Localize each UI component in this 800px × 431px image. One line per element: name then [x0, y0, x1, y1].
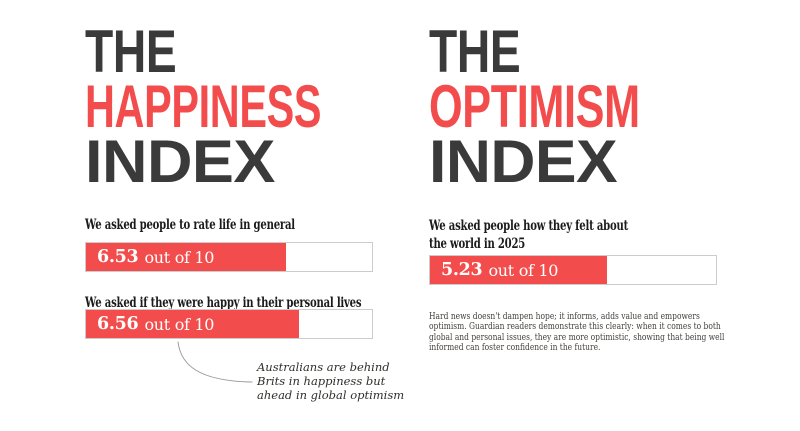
happiness-title-line-the: THE — [85, 18, 177, 85]
happiness-question-1: We asked people to rate life in general — [85, 217, 295, 233]
annotation-curve-line — [177, 341, 253, 383]
happiness-title-line-happiness: HAPPINESS — [85, 73, 322, 140]
happiness-bar-1: 6.53 out of 10 — [85, 242, 373, 272]
happiness-bar-1-value: 6.53 — [97, 247, 139, 267]
optimism-title: THE OPTIMISM INDEX — [429, 18, 722, 192]
happiness-bar-2-value: 6.56 — [97, 314, 139, 334]
optimism-title-line-the: THE — [429, 18, 521, 85]
optimism-title-line-optimism: OPTIMISM — [429, 73, 640, 140]
optimism-footnote: Hard news doesn't dampen hope; it inform… — [429, 312, 725, 354]
happiness-title: THE HAPPINESS INDEX — [85, 18, 427, 192]
happiness-bar-2-suffix: out of 10 — [144, 314, 215, 334]
happiness-annotation: Australians are behind Brits in happines… — [257, 360, 405, 402]
happiness-bar-2-fill: 6.56 out of 10 — [86, 310, 300, 338]
happiness-bar-2: 6.56 out of 10 — [85, 309, 373, 339]
optimism-question: We asked people how they felt about the … — [429, 218, 629, 252]
happiness-question-2: We asked if they were happy in their per… — [85, 295, 362, 311]
optimism-bar-fill: 5.23 out of 10 — [430, 256, 608, 284]
happiness-title-line-index: INDEX — [85, 128, 275, 195]
happiness-bar-1-fill: 6.53 out of 10 — [86, 243, 287, 271]
optimism-title-line-index: INDEX — [429, 128, 618, 195]
optimism-bar: 5.23 out of 10 — [429, 255, 717, 285]
optimism-bar-suffix: out of 10 — [488, 260, 559, 280]
optimism-bar-value: 5.23 — [441, 260, 483, 280]
happiness-bar-1-suffix: out of 10 — [144, 247, 215, 267]
